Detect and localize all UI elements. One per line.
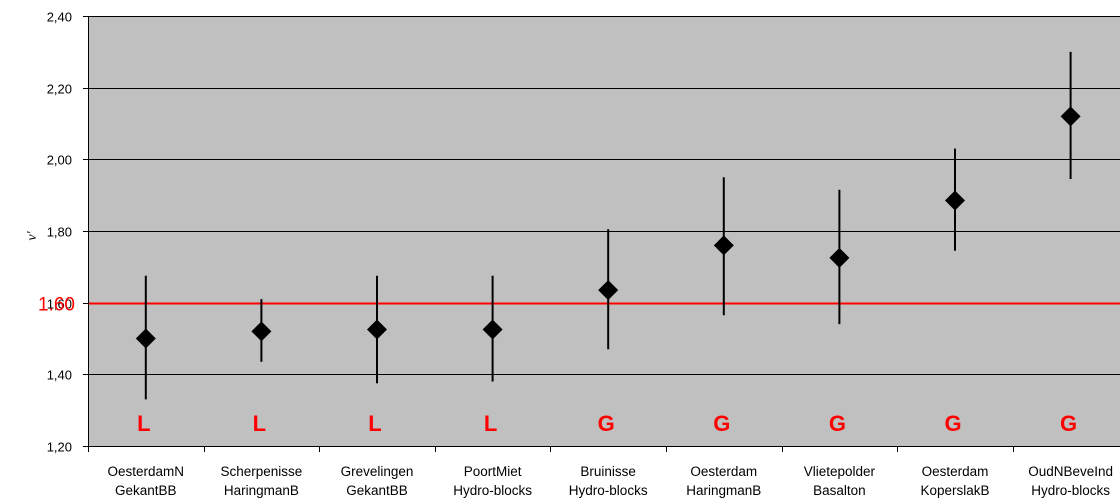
y-tick-label: 1,20 [47,440,72,455]
y-tick-label: 1,40 [47,368,72,383]
x-tick-label: OudNBeveInd Hydro-blocks [1028,464,1113,498]
x-tick-label: Oesterdam KoperslakB [920,464,989,498]
data-point [1060,106,1081,127]
group-label: G [829,411,846,436]
x-tick-label: Bruinisse Hydro-blocks [569,464,648,498]
data-point [482,319,503,340]
y-tick-label: 1,60 [47,297,72,312]
group-label: L [368,411,381,436]
y-tick-label: 2,40 [47,10,72,25]
data-point [135,328,156,349]
x-tick-label: OesterdamN GekantBB [108,464,185,498]
data-point [598,280,619,301]
reference-line-label: 1.60 [38,295,75,316]
x-tick-label: Vlietepolder Basalton [804,464,876,498]
data-points [135,106,1081,349]
x-tick-label: Oesterdam HaringmanB [686,464,761,498]
group-label: L [137,411,150,436]
data-point [945,190,965,211]
x-tick-label: PoortMiet Hydro-blocks [453,464,532,498]
group-label: G [1060,411,1077,436]
data-point [829,247,850,268]
y-tick-label: 2,00 [47,153,72,168]
group-label: L [484,411,497,436]
x-tick-label: Scherpenisse HaringmanB [220,464,302,498]
group-label: G [713,411,730,436]
y-tick-label: 1,80 [47,225,72,240]
data-point [367,319,387,340]
x-tick-label: Grevelingen GekantBB [341,464,414,498]
group-label: G [944,411,961,436]
group-label: L [253,411,266,436]
group-label: G [598,411,615,436]
data-point [251,321,272,342]
x-tick-labels: OesterdamN GekantBB Scherpenisse HaringmanB… [108,464,1113,498]
y-axis-label: v' [25,230,40,240]
axes [83,16,1120,452]
y-tick-labels: 1,20 1,40 1,60 1,80 2,00 2,20 2,40 [47,10,72,455]
y-tick-label: 2,20 [47,82,72,97]
data-point [713,235,734,256]
